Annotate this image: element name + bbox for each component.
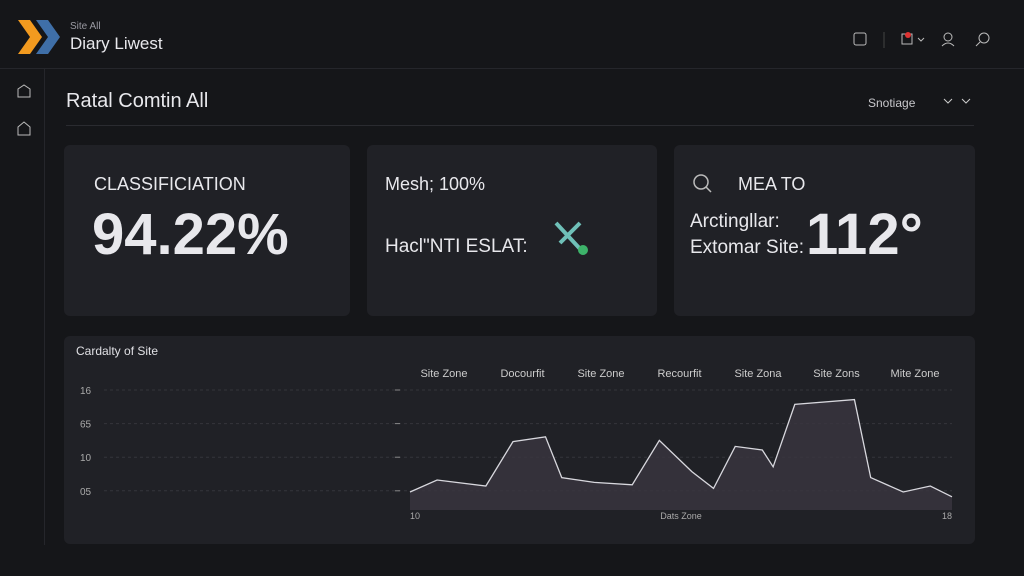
card-value: 112° [806,202,923,267]
nav-icons[interactable] [16,83,32,143]
card: CLASSIFICIATION 94.22% [64,145,350,316]
card: MEA TO Arctingllar: Extomar Site: 112° [674,145,975,316]
area [410,399,952,510]
card-value: 94.22% [92,202,289,267]
column-label: Site Zons [813,368,860,380]
subtitle: Site All [70,21,101,32]
column-label: Mite Zone [891,368,940,380]
column-label: Site Zona [734,368,782,380]
column-label: Site Zone [577,368,624,380]
y-tick-label: 16 [80,386,92,397]
sidebar [0,69,45,545]
search-icon [693,174,712,193]
x-label: Dats Zone [660,511,702,521]
logo [18,20,60,54]
y-tick-label: 10 [80,453,92,464]
y-tick-label: 05 [80,487,92,498]
x-label: 10 [410,511,420,521]
card-label: MEA TO [738,174,806,194]
chart: Cardalty of Site 16 65 10 05 Site Zone Docour… [76,344,953,521]
chart-title: Cardalty of Site [76,344,158,358]
y-tick-label: 65 [80,420,92,431]
menu[interactable]: Snotiage [868,96,916,110]
divider [66,125,974,126]
card-line: Arctingllar: [690,211,780,232]
column-label: Site Zone [420,368,467,380]
card: Mesh; 100% Hacl"NTI ESLAT: [367,145,657,316]
line [409,398,953,498]
page-title: Ratal Comtin All [66,90,209,112]
icon [554,221,588,255]
card-value: Hacl"NTI ESLAT: [385,236,528,257]
column-label: Recourfit [657,368,701,380]
top-bar: Site All Diary Liwest [0,0,1024,69]
toolbar-icons[interactable] [850,30,1000,52]
card-label: CLASSIFICIATION [94,174,246,194]
chart-card: Cardalty of Site 16 65 10 05 Site Zone Docour… [64,336,975,544]
x-label: 18 [942,511,952,521]
card-line: Extomar Site: [690,237,805,258]
app-title: Diary Liwest [70,34,163,53]
column-label: Docourfit [500,368,544,380]
chevrons[interactable] [940,96,974,108]
card-label: Mesh; 100% [385,174,486,194]
